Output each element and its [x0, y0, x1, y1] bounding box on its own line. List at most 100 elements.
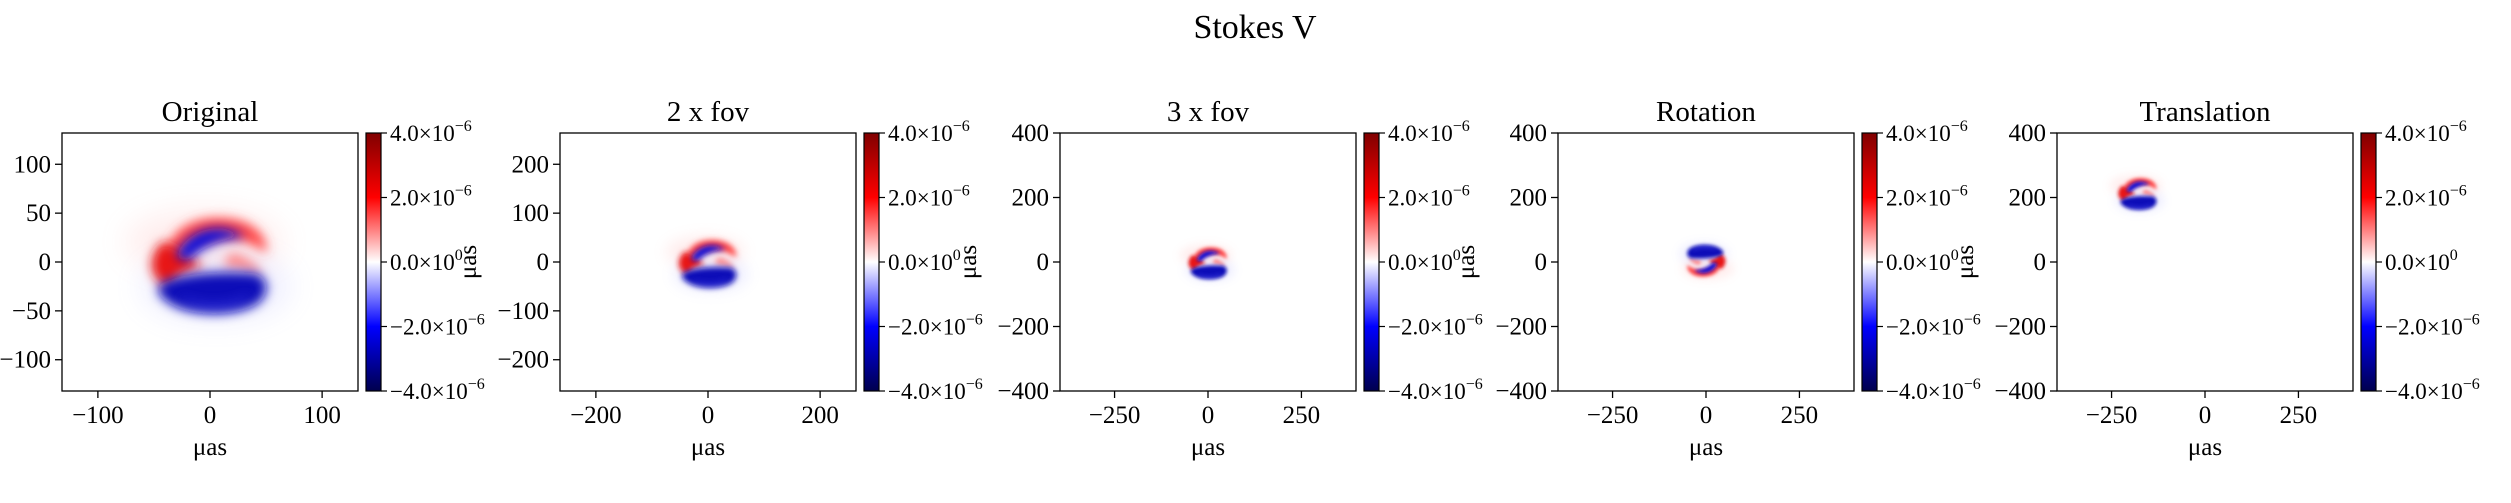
negative-lobe-lower-edge	[1197, 272, 1222, 278]
heatmap-image	[2109, 175, 2165, 213]
x-tick-label: −200	[570, 402, 622, 429]
x-axis-label: μas	[2188, 434, 2222, 461]
panel-title: Original	[162, 96, 259, 128]
x-tick-label: −250	[1587, 402, 1639, 429]
colorbar: 4.0×10−6 2.0×10−6 0.0×100 −2.0×10−6 −4.0×10−…	[2360, 118, 2480, 404]
negative-lobe-lower-edge	[692, 277, 729, 286]
x-tick-label: 100	[303, 402, 341, 429]
colorbar-tick-label: 4.0×10−6	[888, 118, 970, 146]
y-tick-label: −400	[997, 378, 1049, 405]
panels: −1000100−100−50050100Originalμasμas4.0×1…	[0, 96, 2480, 461]
x-tick-label: −250	[2086, 402, 2138, 429]
x-tick-label: 0	[204, 402, 217, 429]
colorbar: 4.0×10−6 2.0×10−6 0.0×100 −2.0×10−6 −4.0×10−…	[1363, 118, 1483, 404]
y-tick-label: 200	[2009, 185, 2047, 212]
x-axis-label: μas	[1191, 434, 1225, 461]
positive-lobe-left	[1708, 253, 1726, 269]
negative-lobe-lower	[2120, 196, 2157, 210]
stokes-v-structure	[665, 236, 748, 292]
x-tick-label: 250	[2280, 402, 2318, 429]
colorbar-tick-label: 2.0×10−6	[1388, 183, 1470, 211]
heatmap-image	[1179, 244, 1235, 282]
x-tick-label: 250	[1781, 402, 1819, 429]
x-tick-label: 0	[2199, 402, 2212, 429]
y-tick-label: 50	[26, 200, 51, 227]
stokes-v-structure	[1679, 242, 1735, 280]
negative-lobe-upper	[176, 228, 246, 261]
colorbar-tick-label: −4.0×10−6	[888, 376, 983, 404]
positive-lobe-right	[223, 253, 262, 276]
y-tick-label: 0	[2034, 249, 2047, 276]
colorbar-tick-label: 2.0×10−6	[390, 183, 472, 211]
colorbar: 4.0×10−6 2.0×10−6 0.0×100 −2.0×10−6 −4.0×10−…	[863, 118, 983, 404]
y-tick-label: −100	[497, 298, 549, 325]
heatmap-background	[2057, 133, 2353, 391]
y-tick-label: −200	[497, 347, 549, 374]
colorbar-tick-label: 0.0×100	[1886, 247, 1959, 275]
x-axis-label: μas	[193, 434, 227, 461]
negative-lobe-lower-edge	[2127, 203, 2152, 209]
colorbar-tick-label: 0.0×100	[2385, 247, 2458, 275]
y-tick-label: 400	[1012, 120, 1050, 147]
colorbar-tick-label: −4.0×10−6	[2385, 376, 2480, 404]
colorbar-tick-label: −4.0×10−6	[390, 376, 485, 404]
positive-lobe-left	[1188, 255, 1206, 271]
y-axis-label: μas	[1952, 245, 1979, 279]
colorbar-tick-label: 0.0×100	[390, 247, 463, 275]
x-tick-label: 0	[702, 402, 715, 429]
stokes-v-structure	[125, 210, 290, 321]
colorbar-tick-label: −2.0×10−6	[1388, 312, 1483, 340]
y-tick-label: −100	[0, 347, 51, 374]
negative-lobe-lower-edge	[178, 293, 251, 309]
y-tick-label: 0	[537, 249, 550, 276]
colorbar-tick-label: 0.0×100	[1388, 247, 1461, 275]
colorbar-tick-label: 4.0×10−6	[390, 118, 472, 146]
y-tick-label: −200	[1495, 314, 1547, 341]
y-axis-label: μas	[955, 245, 982, 279]
heatmap-image	[1679, 242, 1735, 280]
negative-lobe-upper	[2126, 181, 2150, 193]
colorbar-tick-label: 2.0×10−6	[888, 183, 970, 211]
negative-lobe-lower	[682, 267, 737, 288]
colorbar: 4.0×10−6 2.0×10−6 0.0×100 −2.0×10−6 −4.0×10−…	[365, 118, 485, 404]
positive-lobe-right	[714, 257, 734, 269]
negative-lobe-lower	[158, 272, 267, 314]
colorbar-gradient	[2360, 132, 2377, 392]
y-tick-label: −400	[1994, 378, 2046, 405]
colorbar-tick-label: 2.0×10−6	[1886, 183, 1968, 211]
colorbar-gradient	[365, 132, 382, 392]
colorbar-tick-label: −2.0×10−6	[2385, 312, 2480, 340]
y-tick-label: 0	[1037, 249, 1050, 276]
negative-lobe-lower	[1190, 265, 1227, 280]
x-tick-label: −250	[1089, 402, 1141, 429]
panel-1: −1000100−100−50050100Originalμasμas4.0×1…	[0, 96, 485, 461]
negative-lobe-lower-edge	[1692, 246, 1717, 252]
panel-5: −250 0 250 −400 −200 0 200 400 Translation μas μas…	[1952, 96, 2480, 461]
y-tick-label: −50	[12, 298, 51, 325]
x-tick-label: 200	[801, 402, 839, 429]
y-tick-label: −200	[997, 314, 1049, 341]
colorbar-tick-label: 0.0×100	[888, 247, 961, 275]
y-axis-label: μas	[1453, 245, 1480, 279]
y-axis-label: μas	[455, 245, 482, 279]
x-axis-label: μas	[691, 434, 725, 461]
colorbar-tick-label: −4.0×10−6	[1388, 376, 1483, 404]
x-tick-label: 0	[1202, 402, 1215, 429]
y-tick-label: −400	[1495, 378, 1547, 405]
y-tick-label: 400	[2009, 120, 2047, 147]
y-tick-label: −200	[1994, 314, 2046, 341]
colorbar-tick-label: 4.0×10−6	[2385, 118, 2467, 146]
x-tick-label: 250	[1283, 402, 1321, 429]
colorbar-tick-label: −2.0×10−6	[888, 312, 983, 340]
positive-lobe-left	[678, 251, 705, 275]
colorbar-tick-label: 4.0×10−6	[1886, 118, 1968, 146]
y-tick-label: 0	[39, 249, 52, 276]
x-axis-label: μas	[1689, 434, 1723, 461]
heatmap-image	[125, 210, 290, 321]
y-tick-label: 0	[1535, 249, 1548, 276]
panel-title: Translation	[2139, 96, 2271, 128]
positive-lobe-left	[2118, 185, 2136, 201]
